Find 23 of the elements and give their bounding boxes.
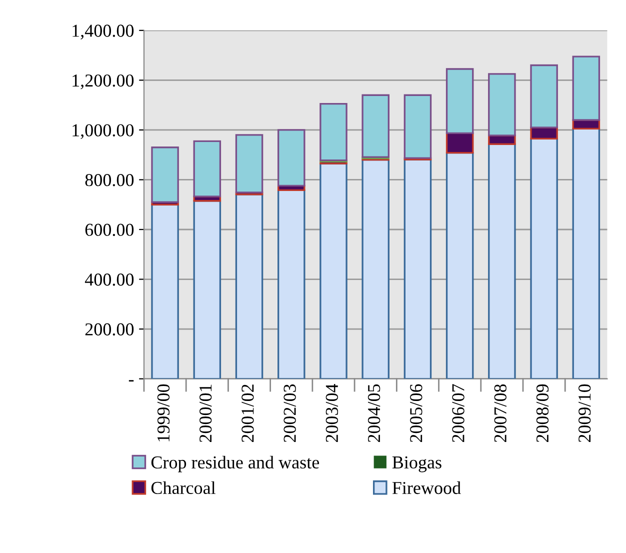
x-tick-label: 2005/06 — [410, 384, 422, 442]
legend-label: Charcoal — [151, 481, 216, 494]
y-tick-label: 800.00 — [85, 174, 134, 186]
legend-label: Biogas — [392, 456, 442, 472]
y-tick-label: - — [128, 380, 134, 382]
x-tick-label: 2004/05 — [368, 384, 380, 442]
x-tick-label: 2009/10 — [578, 384, 591, 442]
x-tick-label: 2003/04 — [326, 384, 338, 442]
y-tick-label: 1,000.00 — [72, 124, 134, 139]
y-tick-label: 1,200.00 — [72, 74, 134, 90]
legend-label: Firewood — [392, 481, 461, 494]
y-tick-label: 600.00 — [85, 224, 134, 236]
x-tick-label: 1999/00 — [157, 384, 170, 442]
y-tick-label: 200.00 — [85, 323, 134, 336]
x-tick-label: 2002/03 — [284, 384, 296, 442]
x-tick-label: 2000/01 — [199, 384, 212, 442]
x-tick-label: 2001/02 — [242, 384, 254, 442]
x-tick-label: 2008/09 — [536, 384, 549, 442]
y-tick-label: 400.00 — [84, 274, 134, 286]
y-tick-label: 1,400.00 — [72, 24, 134, 40]
x-tick-label: 2007/08 — [494, 384, 506, 442]
legend-label: Crop residue and waste — [151, 456, 320, 472]
x-tick-label: 2006/07 — [452, 384, 464, 442]
